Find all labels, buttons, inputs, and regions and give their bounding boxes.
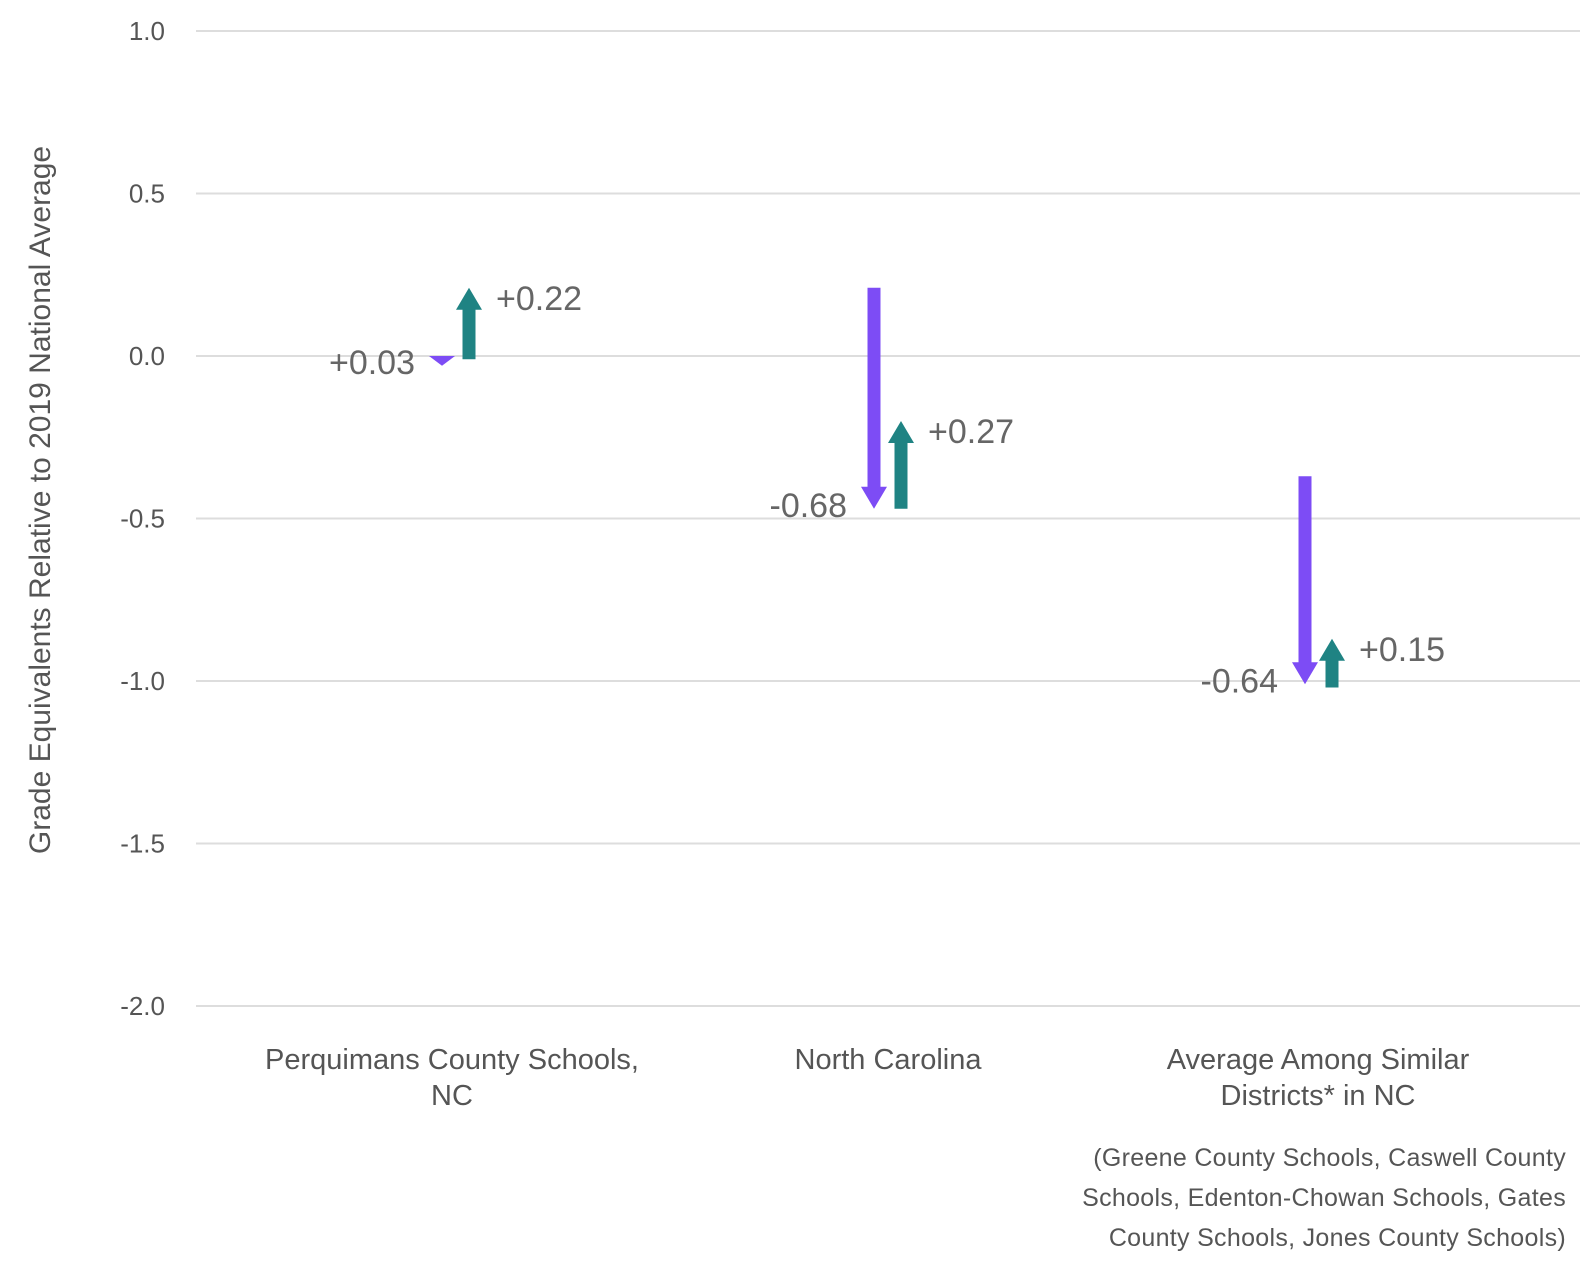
recovery-arrow: [888, 421, 914, 509]
x-category-label: Perquimans County Schools,: [265, 1044, 639, 1076]
recovery-arrow: [456, 287, 482, 360]
y-tick-label: 0.0: [129, 341, 165, 371]
arrow-marks: +0.03 +0.22 -0.68 +0.27 -0.64 +0.15: [329, 280, 1445, 701]
y-tick-label: -0.5: [120, 504, 165, 534]
y-tick-label: -1.5: [120, 829, 165, 859]
decline-arrow: [429, 356, 455, 366]
x-category-label: Districts* in NC: [1221, 1080, 1416, 1112]
recovery-label: +0.27: [928, 413, 1014, 451]
x-category-label: NC: [431, 1080, 473, 1112]
y-tick-label: 1.0: [129, 16, 165, 46]
decline-label: -0.64: [1201, 662, 1279, 700]
y-axis-label: Grade Equivalents Relative to 2019 Natio…: [24, 146, 57, 854]
decline-arrow: [1292, 476, 1318, 685]
decline-label: -0.68: [770, 487, 848, 525]
x-category-label: North Carolina: [795, 1044, 983, 1076]
gridlines: [196, 30, 1580, 1007]
recovery-arrow: [1319, 638, 1345, 688]
y-tick-label: 0.5: [129, 179, 165, 209]
decline-arrow: [861, 287, 887, 509]
y-tick-label: -2.0: [120, 991, 165, 1021]
decline-label: +0.03: [329, 344, 415, 382]
recovery-label: +0.22: [496, 280, 582, 318]
recovery-label: +0.15: [1359, 631, 1445, 669]
footnote: (Greene County Schools, Caswell County S…: [1082, 1144, 1566, 1252]
x-axis-labels: Perquimans County Schools, NC North Caroli…: [265, 1044, 1470, 1112]
y-tick-label: -1.0: [120, 666, 165, 696]
x-category-label: Average Among Similar: [1167, 1044, 1470, 1076]
y-axis-ticks: 1.0 0.5 0.0 -0.5 -1.0 -1.5 -2.0: [120, 16, 165, 1021]
